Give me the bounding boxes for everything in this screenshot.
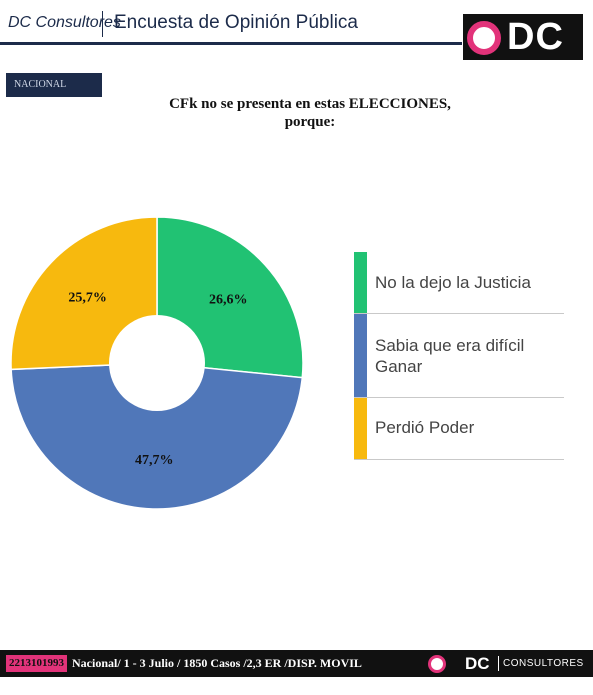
- slice-label: 47,7%: [135, 453, 174, 468]
- chart-title-line-1: CFk no se presenta en estas ELECCIONES,: [169, 96, 451, 112]
- legend-swatch: [354, 314, 367, 397]
- pie-slice: [10, 216, 158, 371]
- footer-bar: 2213101993 Nacional/ 1 - 3 Julio / 1850 …: [0, 650, 593, 677]
- survey-title: Encuesta de Opinión Pública: [114, 12, 358, 33]
- chart-legend: No la dejo la Justicia Sabia que era difí…: [354, 252, 564, 460]
- footer-logo-dc: DC: [465, 654, 490, 673]
- footer-info: Nacional/ 1 - 3 Julio / 1850 Casos /2,3 …: [72, 656, 362, 670]
- legend-item: Sabia que era difícil Ganar: [354, 314, 564, 398]
- header: DC Consultores Encuesta de Opinión Públi…: [0, 0, 593, 60]
- region-badge: NACIONAL: [6, 73, 102, 97]
- legend-swatch: [354, 398, 367, 459]
- brand-name: DC Consultores: [8, 14, 121, 31]
- legend-label: Perdió Poder: [375, 418, 475, 437]
- footer-phone: 2213101993: [6, 655, 67, 672]
- slice-labels: 26,6% 47,7% 25,7%: [68, 291, 247, 468]
- chart-title-line-2: porque:: [284, 114, 336, 130]
- footer-logo-consultores: CONSULTORES: [503, 658, 584, 669]
- legend-swatch: [354, 252, 367, 313]
- legend-label: No la dejo la Justicia: [375, 273, 531, 292]
- footer-logo-divider: [498, 656, 499, 671]
- slice-label: 26,6%: [209, 293, 248, 308]
- pie-slice: [10, 362, 304, 510]
- brand-divider: [102, 11, 103, 37]
- legend-label: Sabia que era difícil Ganar: [375, 336, 525, 376]
- logo-text: DC: [507, 16, 564, 58]
- donut-chart: 26,6% 47,7% 25,7%: [10, 216, 304, 510]
- logo-ring-icon: [467, 21, 501, 55]
- chart-title: CFk no se presenta en estas ELECCIONES, …: [110, 95, 510, 131]
- dc-logo: DC: [463, 14, 583, 60]
- footer-logo-ring-icon: [428, 655, 446, 673]
- donut-hole: [109, 315, 205, 411]
- legend-item: Perdió Poder: [354, 398, 564, 460]
- slice-label: 25,7%: [68, 291, 107, 306]
- legend-item: No la dejo la Justicia: [354, 252, 564, 314]
- header-rule: [0, 42, 462, 45]
